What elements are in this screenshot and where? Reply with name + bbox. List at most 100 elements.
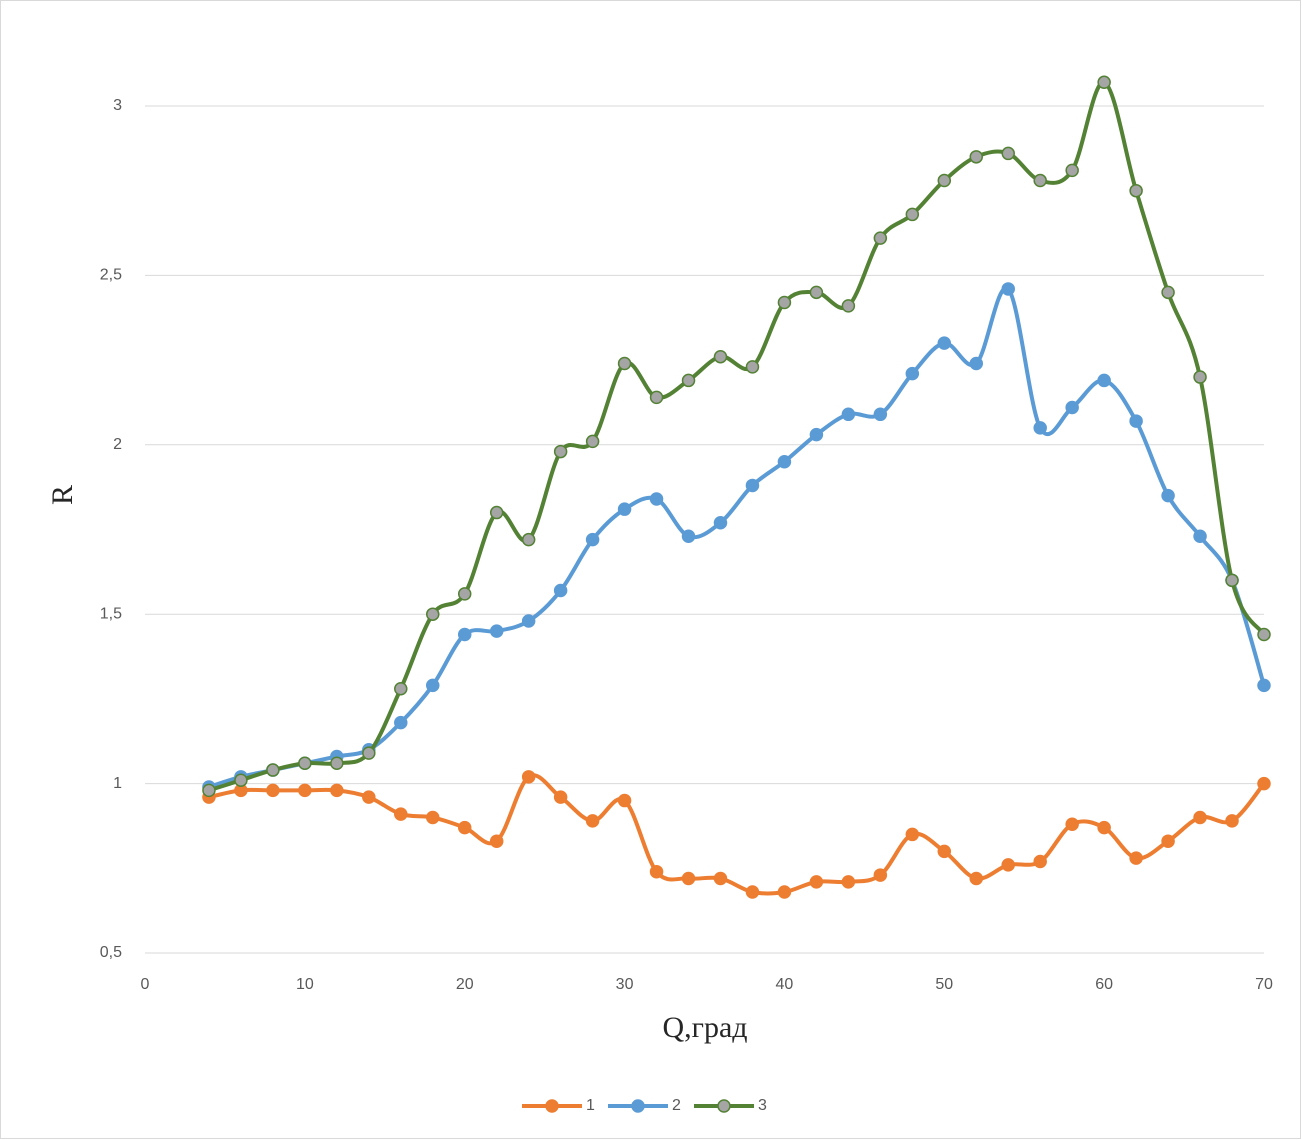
marker (585, 532, 600, 547)
marker (202, 783, 216, 798)
marker (649, 492, 664, 506)
marker (617, 502, 632, 516)
marker (1097, 373, 1111, 388)
x-tick-label: 50 (935, 976, 953, 993)
marker (1161, 285, 1175, 300)
marker (1065, 817, 1079, 832)
marker (394, 681, 408, 696)
legend-label: 3 (758, 1097, 767, 1114)
marker (841, 299, 856, 313)
marker (425, 607, 440, 621)
marker (1001, 146, 1015, 161)
marker (1033, 854, 1047, 869)
marker (969, 356, 984, 371)
marker (1161, 834, 1175, 848)
marker (841, 407, 856, 422)
marker (1097, 820, 1111, 835)
marker (457, 820, 472, 835)
x-axis-label: Q,град (662, 1011, 747, 1044)
legend-label: 2 (672, 1097, 681, 1114)
marker (649, 864, 664, 879)
marker (553, 583, 568, 598)
marker (330, 783, 344, 798)
marker (1001, 282, 1015, 296)
marker (777, 295, 792, 310)
marker (873, 868, 888, 882)
marker (330, 756, 344, 771)
marker (1193, 810, 1207, 825)
marker (234, 773, 248, 787)
marker (553, 444, 568, 459)
legend-marker (545, 1099, 559, 1113)
marker (585, 434, 600, 449)
marker (553, 790, 568, 804)
marker (649, 390, 664, 405)
marker (362, 790, 376, 804)
marker (1129, 414, 1143, 428)
marker (1225, 814, 1239, 828)
marker (873, 231, 888, 245)
y-tick-label: 0,5 (100, 944, 122, 961)
y-tick-label: 3 (113, 97, 122, 114)
marker (1001, 858, 1015, 872)
marker (745, 478, 760, 493)
marker (809, 875, 824, 889)
marker (905, 207, 920, 222)
marker (713, 871, 728, 886)
x-tick-label: 70 (1255, 976, 1273, 993)
marker (937, 844, 952, 859)
marker (457, 627, 472, 642)
x-tick-label: 0 (141, 976, 150, 993)
marker (425, 678, 440, 693)
marker (266, 763, 280, 777)
legend: 1 2 3 (522, 1097, 767, 1114)
marker (1225, 573, 1239, 588)
series (202, 75, 1271, 798)
marker (521, 770, 536, 784)
marker (969, 150, 984, 164)
marker (298, 756, 312, 771)
marker (745, 885, 760, 899)
marker (681, 529, 696, 544)
marker (521, 532, 536, 547)
marker (1257, 627, 1271, 642)
marker (713, 349, 728, 364)
x-tick-label: 40 (776, 976, 794, 993)
marker (521, 614, 536, 628)
marker (777, 454, 792, 469)
marker (489, 505, 504, 520)
marker (873, 407, 888, 422)
x-tick-label: 10 (296, 976, 314, 993)
marker (905, 366, 920, 381)
marker (745, 360, 760, 374)
marker (489, 624, 504, 638)
legend-marker (717, 1099, 731, 1113)
x-tick-label: 60 (1095, 976, 1113, 993)
marker (585, 814, 600, 828)
marker (266, 783, 280, 798)
marker (617, 356, 632, 371)
legend-marker (631, 1099, 645, 1113)
y-tick-label: 2,5 (100, 267, 122, 284)
marker (1033, 173, 1047, 188)
marker (1257, 678, 1271, 693)
y-tick-label: 1,5 (100, 605, 122, 622)
marker (425, 810, 440, 825)
marker (1161, 488, 1175, 503)
x-tick-label: 20 (456, 976, 474, 993)
marker (1097, 75, 1111, 90)
marker (1129, 183, 1143, 198)
marker (713, 515, 728, 530)
marker (1065, 400, 1079, 415)
marker (681, 373, 696, 388)
marker (937, 173, 952, 188)
x-tick-label: 30 (616, 976, 634, 993)
marker (1193, 529, 1207, 544)
y-axis-label: R (46, 485, 79, 505)
marker (394, 807, 408, 821)
marker (298, 783, 312, 798)
y-tick-label: 1 (113, 775, 122, 792)
line (208, 773, 1266, 896)
marker (937, 336, 952, 350)
